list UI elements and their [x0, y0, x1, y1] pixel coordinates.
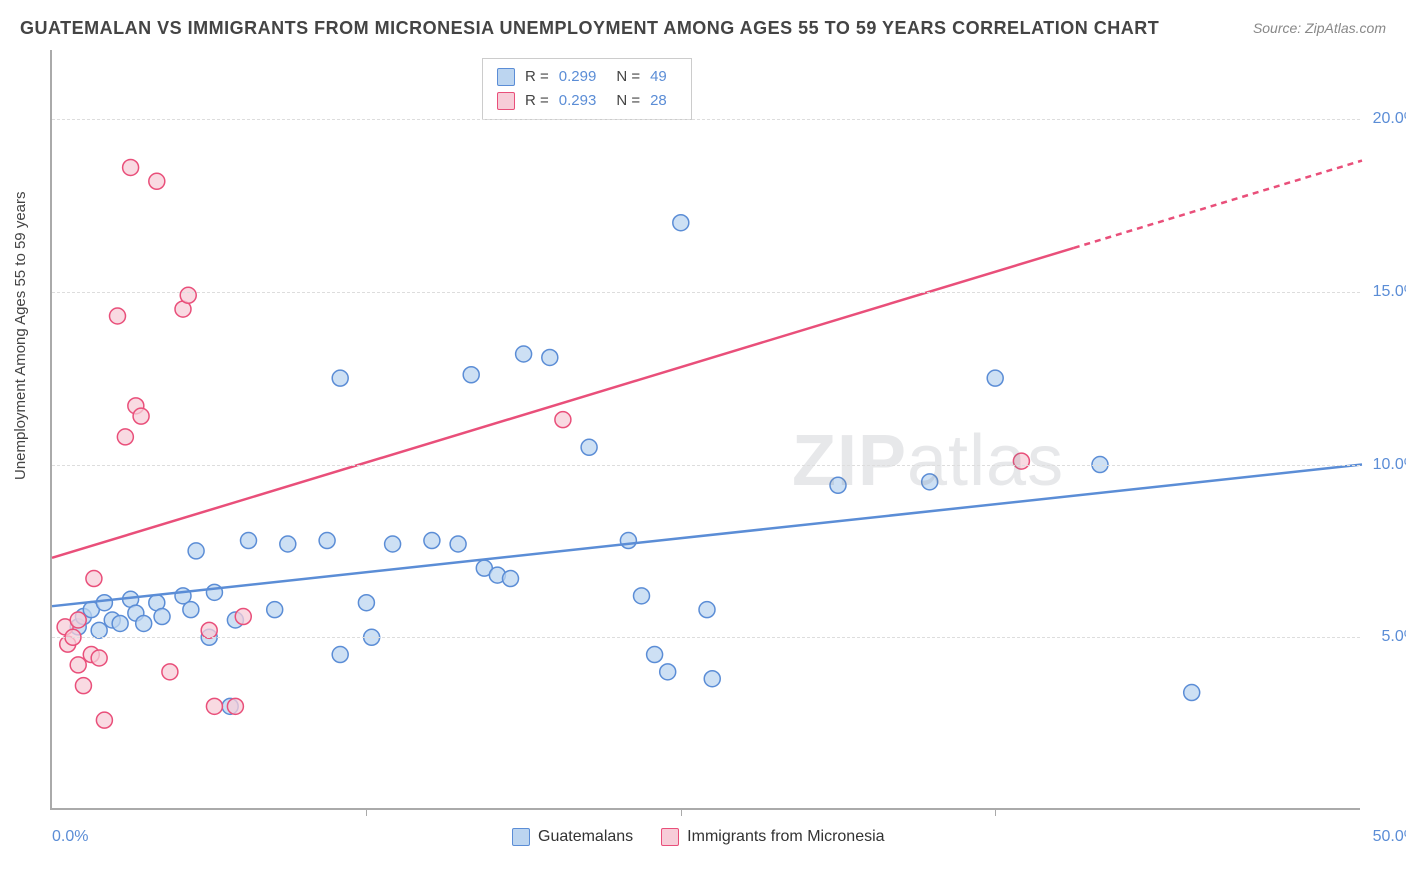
scatter-point	[162, 664, 178, 680]
source-attribution: Source: ZipAtlas.com	[1253, 20, 1386, 36]
scatter-point	[581, 439, 597, 455]
legend-series-label: Guatemalans	[538, 828, 633, 846]
scatter-point	[450, 536, 466, 552]
gridline	[52, 465, 1360, 466]
scatter-point	[647, 647, 663, 663]
y-tick-label: 20.0%	[1373, 110, 1406, 128]
plot-svg	[52, 50, 1360, 808]
legend-n-value: 49	[650, 65, 667, 89]
legend-correlation-row: R = 0.299 N = 49	[497, 65, 677, 89]
trend-line-dashed	[1074, 161, 1362, 248]
scatter-point	[424, 533, 440, 549]
legend-r-label: R =	[525, 89, 549, 113]
x-max-label: 50.0%	[1373, 828, 1406, 846]
scatter-point	[70, 612, 86, 628]
scatter-point	[385, 536, 401, 552]
scatter-point	[149, 173, 165, 189]
scatter-point	[201, 622, 217, 638]
legend-swatch	[497, 92, 515, 110]
scatter-point	[180, 287, 196, 303]
legend-n-label: N =	[616, 65, 640, 89]
scatter-point	[188, 543, 204, 559]
scatter-point	[987, 370, 1003, 386]
scatter-point	[227, 698, 243, 714]
scatter-point	[267, 602, 283, 618]
legend-n-value: 28	[650, 89, 667, 113]
gridline	[52, 119, 1360, 120]
x-origin-label: 0.0%	[52, 828, 88, 846]
scatter-point	[319, 533, 335, 549]
y-axis-label: Unemployment Among Ages 55 to 59 years	[12, 191, 29, 480]
y-tick-label: 15.0%	[1373, 283, 1406, 301]
legend-series-label: Immigrants from Micronesia	[687, 828, 884, 846]
scatter-point	[91, 622, 107, 638]
scatter-point	[332, 370, 348, 386]
legend-series-item: Immigrants from Micronesia	[661, 828, 884, 846]
gridline	[52, 292, 1360, 293]
legend-swatch	[497, 68, 515, 86]
scatter-point	[704, 671, 720, 687]
scatter-point	[117, 429, 133, 445]
x-tick	[366, 808, 367, 816]
scatter-point	[542, 349, 558, 365]
scatter-point	[1013, 453, 1029, 469]
legend-series-item: Guatemalans	[512, 828, 633, 846]
x-tick	[681, 808, 682, 816]
y-tick-label: 5.0%	[1382, 628, 1406, 646]
scatter-point	[503, 571, 519, 587]
scatter-point	[830, 477, 846, 493]
legend-r-value: 0.293	[559, 89, 597, 113]
scatter-point	[280, 536, 296, 552]
legend-correlation-row: R = 0.293 N = 28	[497, 89, 677, 113]
legend-n-label: N =	[616, 89, 640, 113]
scatter-point	[1184, 685, 1200, 701]
scatter-point	[86, 571, 102, 587]
scatter-point	[332, 647, 348, 663]
scatter-point	[699, 602, 715, 618]
gridline	[52, 637, 1360, 638]
chart-container: GUATEMALAN VS IMMIGRANTS FROM MICRONESIA…	[0, 0, 1406, 892]
scatter-point	[241, 533, 257, 549]
scatter-point	[235, 609, 251, 625]
scatter-point	[922, 474, 938, 490]
scatter-point	[96, 595, 112, 611]
scatter-point	[634, 588, 650, 604]
x-tick	[995, 808, 996, 816]
plot-area: ZIPatlas R = 0.299N = 49R = 0.293N = 28 …	[50, 50, 1360, 810]
scatter-point	[75, 678, 91, 694]
scatter-point	[660, 664, 676, 680]
scatter-point	[136, 615, 152, 631]
scatter-point	[358, 595, 374, 611]
legend-series: Guatemalans Immigrants from Micronesia	[512, 828, 885, 846]
legend-swatch	[512, 828, 530, 846]
scatter-point	[555, 412, 571, 428]
scatter-point	[96, 712, 112, 728]
scatter-point	[154, 609, 170, 625]
legend-correlation: R = 0.299 N = 49 R = 0.293 N = 28	[482, 58, 692, 120]
legend-swatch	[661, 828, 679, 846]
scatter-point	[123, 159, 139, 175]
legend-r-value: 0.299	[559, 65, 597, 89]
scatter-point	[110, 308, 126, 324]
scatter-point	[112, 615, 128, 631]
chart-title: GUATEMALAN VS IMMIGRANTS FROM MICRONESIA…	[20, 18, 1159, 39]
legend-r-label: R =	[525, 65, 549, 89]
scatter-point	[91, 650, 107, 666]
scatter-point	[463, 367, 479, 383]
scatter-point	[673, 215, 689, 231]
scatter-point	[516, 346, 532, 362]
scatter-point	[70, 657, 86, 673]
y-tick-label: 10.0%	[1373, 456, 1406, 474]
scatter-point	[133, 408, 149, 424]
scatter-point	[206, 698, 222, 714]
scatter-point	[183, 602, 199, 618]
scatter-point	[620, 533, 636, 549]
